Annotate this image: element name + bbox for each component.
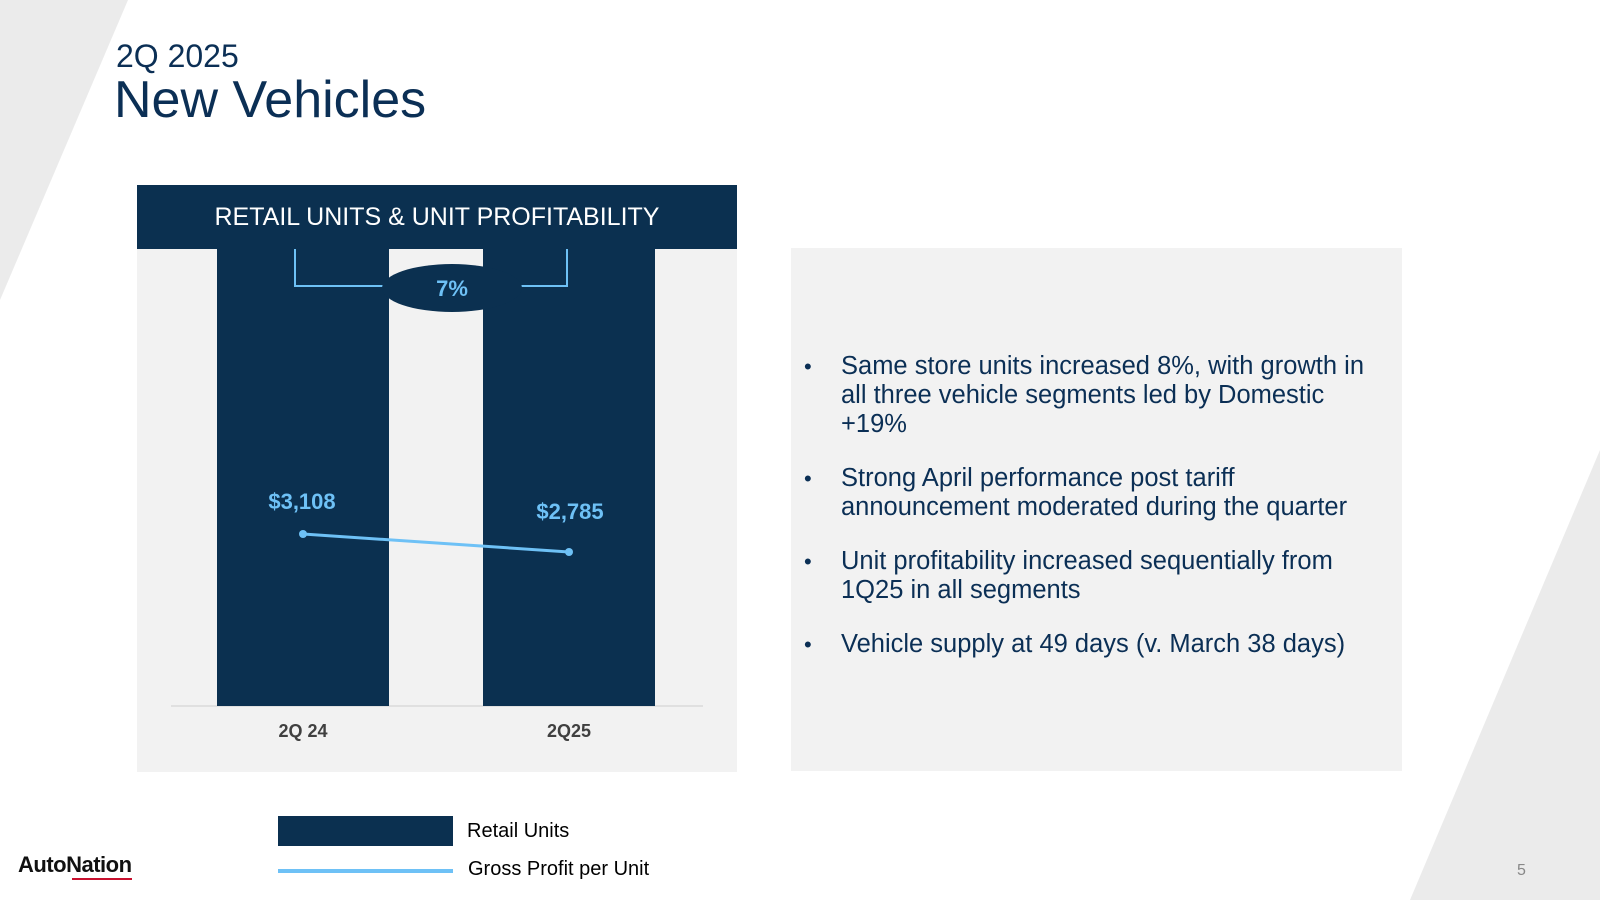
logo-accent <box>72 878 132 880</box>
bar-retail-units <box>217 240 389 707</box>
legend-label-retail-units: Retail Units <box>467 820 570 842</box>
slide-kicker: 2Q 2025 <box>116 38 239 74</box>
bullet-marker: • <box>804 354 812 379</box>
x-tick-label: 2Q 24 <box>278 721 327 741</box>
autonation-logo: AutoNation <box>18 852 132 877</box>
legend-label-gross-profit: Gross Profit per Unit <box>468 858 650 880</box>
chart-panel-title: RETAIL UNITS & UNIT PROFITABILITY <box>137 185 737 249</box>
gross-profit-label: $3,108 <box>268 489 335 514</box>
bullet-text: Vehicle supply at 49 days (v. March 38 d… <box>841 630 1346 658</box>
bullet-marker: • <box>804 466 812 491</box>
gross-profit-line <box>302 532 570 554</box>
gross-profit-point <box>565 547 573 556</box>
change-badge <box>382 264 522 312</box>
bullet-item: • Unit profitability increased sequential… <box>791 547 1391 605</box>
bullet-item: • Vehicle supply at 49 days (v. March 38 … <box>791 630 1391 659</box>
bullet-text: Strong April performance post tariff ann… <box>841 464 1348 521</box>
page-number: 5 <box>1517 862 1526 879</box>
legend-swatch-gross-profit <box>278 869 453 873</box>
gross-profit-label: $2,785 <box>536 499 603 524</box>
bullets-panel: • Same store units increased 8%, with gro… <box>791 248 1402 771</box>
legend-swatch-retail-units <box>278 816 453 846</box>
bullet-marker: • <box>804 549 812 574</box>
x-tick-label: 2Q25 <box>547 721 591 741</box>
bullet-item: • Strong April performance post tariff an… <box>791 464 1391 522</box>
change-badge-label: 7% <box>436 276 468 301</box>
bullet-marker: • <box>804 632 812 657</box>
bullet-text: Same store units increased 8%, with grow… <box>841 352 1364 438</box>
gross-profit-point <box>299 530 307 538</box>
bullet-list: • Same store units increased 8%, with gro… <box>791 352 1391 684</box>
bullet-item: • Same store units increased 8%, with gro… <box>791 352 1391 439</box>
slide-title: New Vehicles <box>114 71 427 129</box>
bar-retail-units <box>483 0 655 706</box>
bullet-text: Unit profitability increased sequentiall… <box>841 547 1333 604</box>
